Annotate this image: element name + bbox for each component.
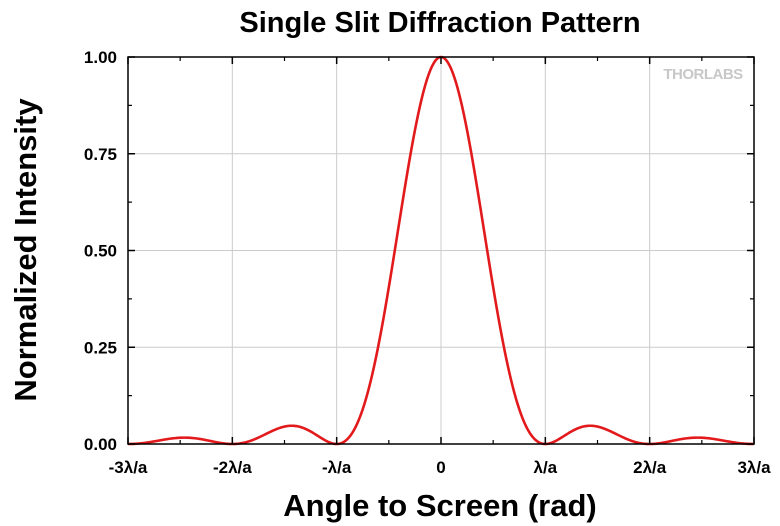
x-tick-label: 2λ/a: [633, 458, 667, 477]
x-tick-label: -λ/a: [322, 458, 352, 477]
x-tick-label: 0: [436, 458, 445, 477]
y-tick-labels: 0.00 0.25 0.50 0.75 1.00: [84, 48, 117, 454]
y-tick-label: 0.75: [84, 145, 117, 164]
grid-lines: [127, 57, 755, 444]
x-tick-label: λ/a: [534, 458, 558, 477]
x-tick-label: -2λ/a: [213, 458, 252, 477]
thorlabs-watermark: THORLABS: [663, 66, 743, 83]
x-tick-labels: -3λ/a -2λ/a -λ/a 0 λ/a 2λ/a 3λ/a: [109, 458, 771, 477]
x-tick-label: 3λ/a: [737, 458, 771, 477]
y-tick-label: 0.50: [84, 242, 117, 261]
y-axis-label: Normalized Intensity: [8, 98, 43, 402]
y-tick-label: 0.00: [84, 435, 117, 454]
axis-ticks: [127, 56, 755, 445]
x-axis-label: Angle to Screen (rad): [283, 488, 597, 523]
y-tick-label: 1.00: [84, 48, 117, 67]
y-tick-label: 0.25: [84, 338, 117, 357]
chart-title: Single Slit Diffraction Pattern: [239, 7, 640, 39]
x-tick-label: -3λ/a: [109, 458, 148, 477]
